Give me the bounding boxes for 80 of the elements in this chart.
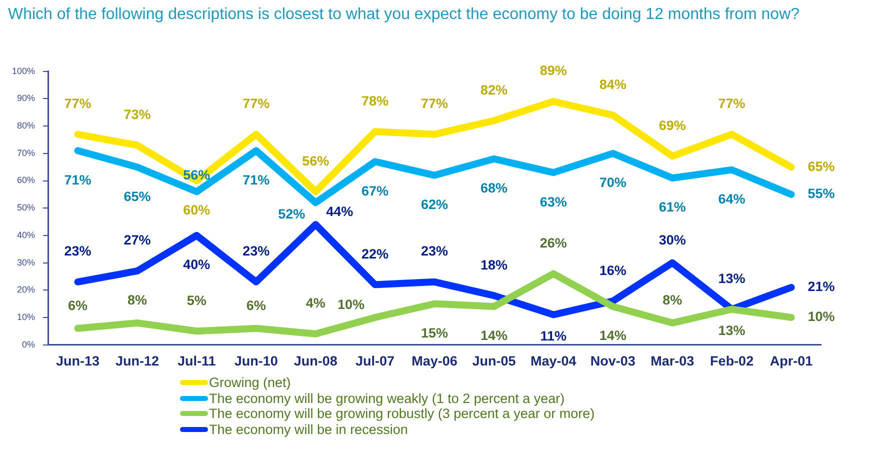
- data-label: 84%: [599, 76, 626, 92]
- legend-label: Growing (net): [209, 375, 291, 390]
- x-tick-label: Jun-05: [472, 354, 516, 369]
- x-tick-label: Jul-11: [178, 354, 216, 369]
- data-label: 13%: [718, 322, 746, 338]
- y-tick-label: 60%: [17, 175, 36, 186]
- y-tick-label: 20%: [17, 284, 36, 295]
- data-label: 4%: [306, 296, 326, 311]
- legend-label: The economy will be in recession: [209, 422, 408, 437]
- data-label: 55%: [808, 186, 835, 202]
- data-label: 6%: [68, 298, 88, 314]
- legend-label: The economy will be growing robustly (3 percent a year or more): [209, 406, 595, 422]
- y-tick-label: 100%: [12, 66, 36, 76]
- x-tick-label: Jun-13: [56, 354, 100, 369]
- data-label: 78%: [362, 93, 389, 108]
- x-tick-label: Mar-03: [650, 354, 695, 369]
- chart-title: Which of the following descriptions is closest to what you expect the economy to be doing 12 months from now?: [8, 5, 801, 25]
- data-label: 77%: [242, 96, 270, 111]
- x-tick-label: Jun-08: [294, 354, 338, 369]
- x-tick-label: Apr-01: [770, 354, 814, 369]
- y-tick-label: 0%: [22, 339, 36, 350]
- x-tick-label: Jul-07: [356, 354, 395, 369]
- data-label: 40%: [183, 257, 210, 272]
- data-label: 70%: [599, 175, 626, 190]
- y-tick-label: 10%: [17, 312, 36, 322]
- data-label: 56%: [302, 153, 330, 168]
- legend-label: The economy will be growing weakly (1 to 2 percent a year): [209, 390, 565, 406]
- data-label: 14%: [480, 328, 508, 344]
- x-tick-label: Nov-03: [590, 354, 636, 369]
- data-label: 13%: [718, 270, 746, 286]
- x-tick-label: Jun-12: [115, 354, 159, 369]
- data-label: 67%: [362, 183, 389, 198]
- data-label: 61%: [658, 200, 686, 215]
- x-tick-label: May-06: [412, 354, 458, 369]
- data-label: 23%: [420, 244, 448, 259]
- data-label: 63%: [540, 194, 567, 210]
- data-label: 82%: [480, 82, 508, 98]
- data-label: 23%: [242, 244, 270, 259]
- data-label: 5%: [186, 292, 206, 308]
- x-tick-label: Jun-10: [234, 354, 278, 369]
- x-tick-label: Feb-02: [710, 354, 754, 369]
- data-label: 16%: [599, 262, 626, 278]
- data-label: 89%: [540, 63, 567, 78]
- data-label: 77%: [718, 96, 746, 111]
- y-tick-label: 70%: [17, 148, 36, 158]
- data-label: 15%: [420, 326, 448, 341]
- data-label: 68%: [480, 180, 508, 196]
- data-label: 6%: [246, 298, 266, 314]
- data-label: 8%: [127, 292, 147, 308]
- y-tick-label: 30%: [17, 257, 36, 268]
- data-label: 27%: [124, 232, 151, 248]
- y-tick-label: 50%: [17, 202, 36, 213]
- data-label: 18%: [480, 257, 508, 272]
- x-tick-label: May-04: [530, 354, 577, 369]
- data-label: 11%: [540, 328, 567, 344]
- data-label: 71%: [242, 172, 270, 188]
- data-label: 62%: [420, 197, 448, 212]
- data-label: 10%: [808, 309, 835, 324]
- data-label: 14%: [599, 328, 626, 344]
- data-label: 22%: [362, 246, 389, 262]
- y-tick-label: 90%: [17, 93, 36, 104]
- data-label: 73%: [124, 106, 151, 122]
- data-label: 77%: [420, 96, 448, 111]
- y-tick-label: 80%: [17, 120, 36, 131]
- data-label: 71%: [64, 172, 92, 188]
- data-label: 64%: [718, 192, 746, 207]
- data-label: 69%: [658, 118, 686, 133]
- data-label: 26%: [540, 235, 567, 250]
- data-label: 65%: [808, 158, 835, 174]
- data-label: 44%: [326, 204, 354, 220]
- data-label: 77%: [64, 96, 92, 111]
- data-label: 52%: [278, 206, 306, 222]
- data-label: 30%: [658, 232, 686, 248]
- data-label: 60%: [183, 202, 210, 218]
- data-label: 65%: [124, 188, 151, 204]
- data-label: 23%: [64, 244, 92, 259]
- data-label: 8%: [662, 292, 682, 308]
- y-tick-label: 40%: [17, 230, 36, 240]
- data-label: 21%: [808, 279, 835, 294]
- data-label: 10%: [338, 297, 365, 312]
